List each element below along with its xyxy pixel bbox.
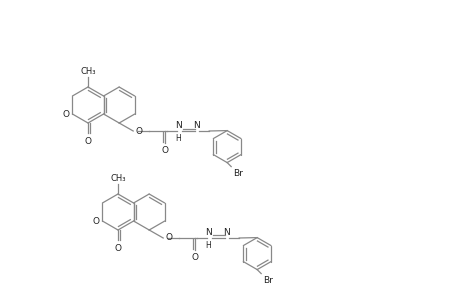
Text: N: N xyxy=(174,121,181,130)
Text: CH₃: CH₃ xyxy=(80,67,95,76)
Text: H: H xyxy=(175,134,181,143)
Text: O: O xyxy=(135,127,142,136)
Text: N: N xyxy=(222,228,229,237)
Text: N: N xyxy=(204,228,211,237)
Text: N: N xyxy=(192,121,199,130)
Text: O: O xyxy=(161,146,168,155)
Text: O: O xyxy=(92,217,99,226)
Text: O: O xyxy=(114,244,121,253)
Text: O: O xyxy=(165,233,172,242)
Text: CH₃: CH₃ xyxy=(110,174,125,183)
Text: Br: Br xyxy=(263,276,273,285)
Text: O: O xyxy=(84,137,91,146)
Text: O: O xyxy=(191,253,198,262)
Text: Br: Br xyxy=(233,169,242,178)
Text: H: H xyxy=(205,241,211,250)
Text: O: O xyxy=(62,110,69,118)
